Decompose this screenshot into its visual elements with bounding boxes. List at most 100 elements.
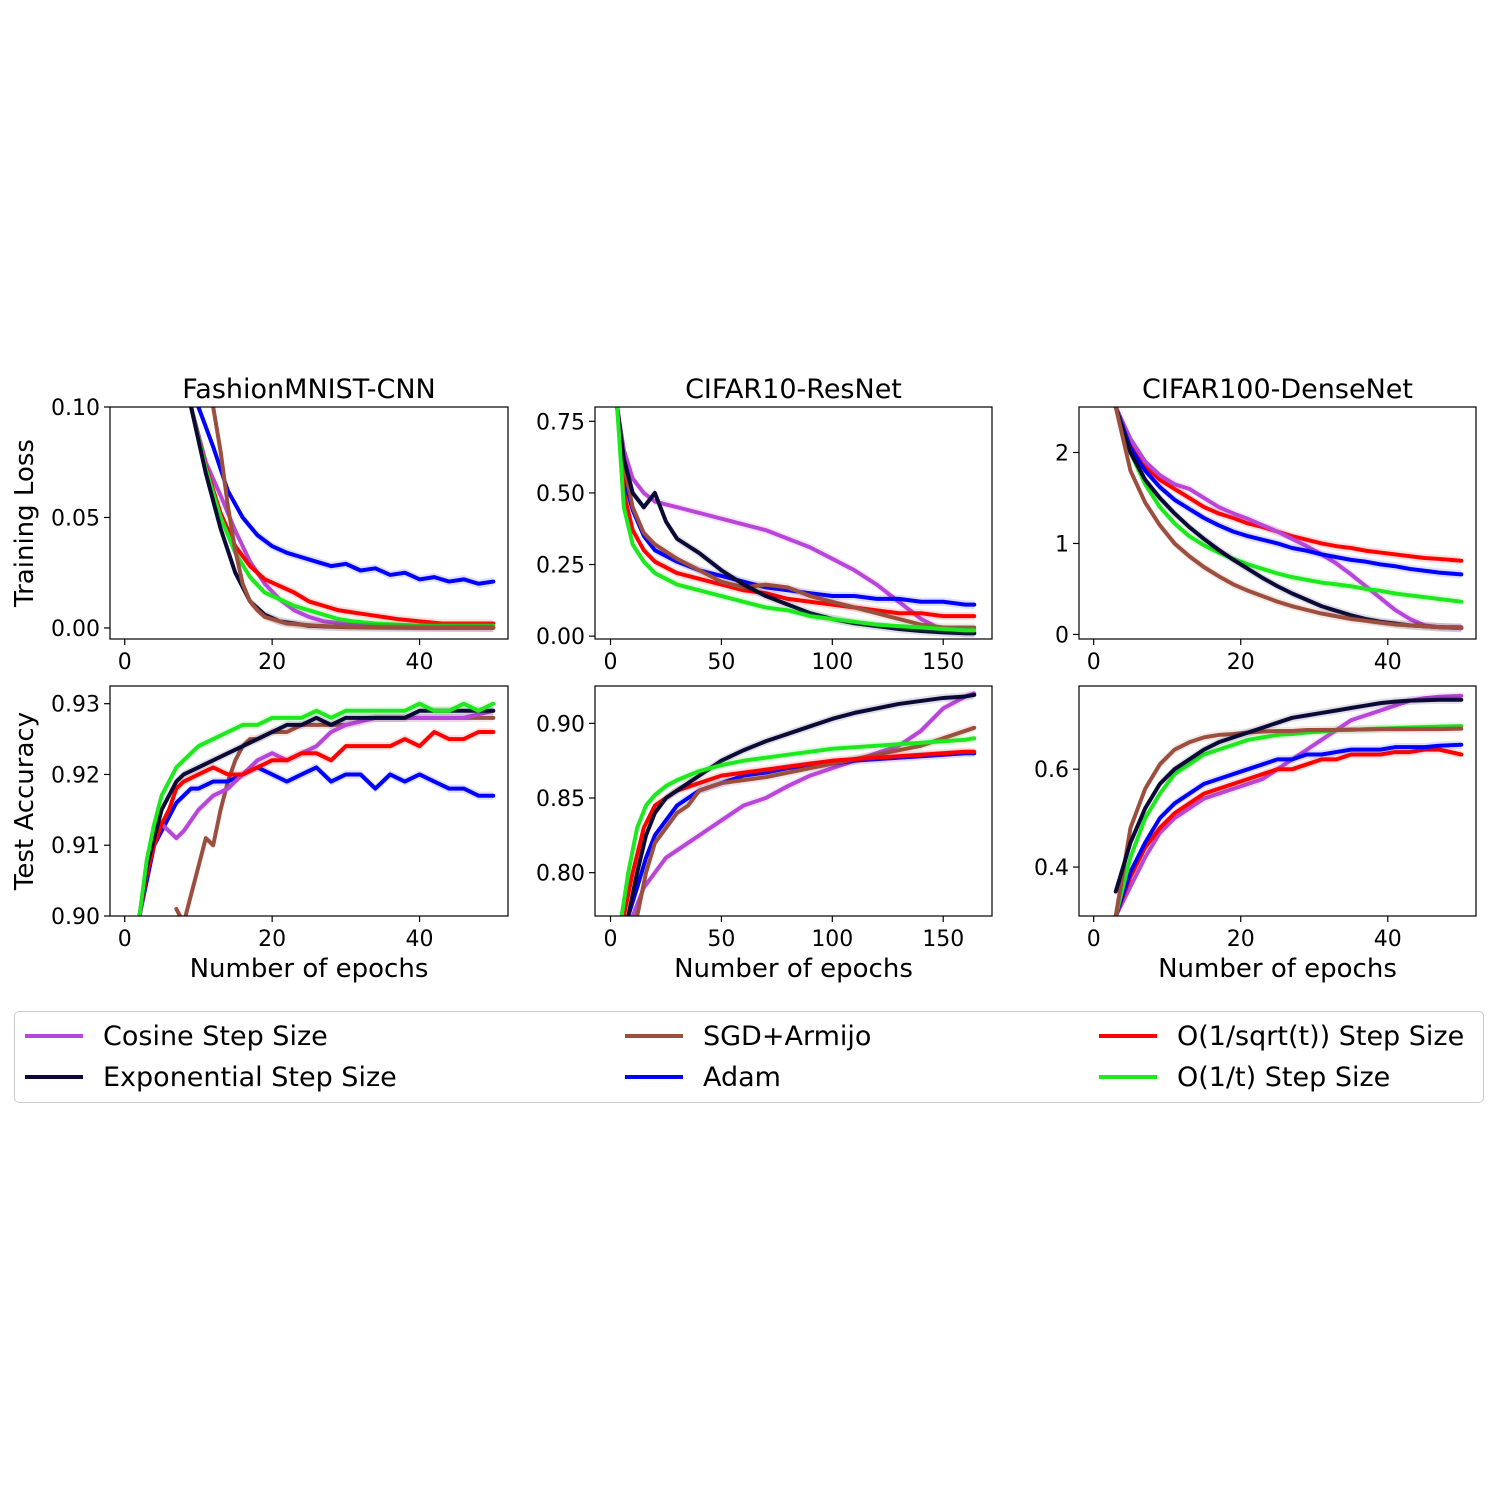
legend-swatch-adam [625,1075,683,1079]
subplot-title: CIFAR10-ResNet [685,374,902,405]
y-tick-label: 0.93 [51,693,100,718]
series-line-expo [137,708,496,916]
x-tick-label: 0 [118,650,132,675]
x-tick-label: 40 [1374,650,1402,675]
x-tick-label: 0 [118,927,132,952]
confidence-band-inv [191,407,494,630]
axes-frame [109,406,509,640]
series-line-expo [626,692,977,916]
series-line-adam [1113,742,1464,916]
x-tick-label: 0 [1087,650,1101,675]
y-tick-label: 0.4 [1034,856,1069,881]
y-tick-label: 0.05 [51,506,100,531]
legend-item-inv: O(1/t) Step Size [1099,1057,1390,1097]
legend-label-cosine: Cosine Step Size [103,1020,328,1052]
plot-area [1113,407,1464,633]
series-line-armijo [174,715,496,916]
series-line-adam [196,407,496,586]
legend-swatch-sqrt [1099,1034,1157,1038]
x-tick-label: 0 [1087,927,1101,952]
confidence-band-sqrt [191,407,494,628]
y-tick-label: 1 [1055,532,1069,557]
x-tick-label: 20 [258,650,286,675]
confidence-band-adam [1115,407,1462,579]
y-tick-label: 0.75 [536,410,585,435]
legend-swatch-exponential [25,1075,83,1079]
legend-item-sqrt: O(1/sqrt(t)) Step Size [1099,1016,1464,1056]
axes-frame [1078,406,1477,640]
y-tick-label: 0.80 [536,862,585,887]
series-line-armijo [635,725,977,916]
y-tick-label: 0.25 [536,554,585,579]
legend-swatch-armijo [625,1034,683,1038]
y-tick-label: 0.90 [536,712,585,737]
subplot-3: 0 20 40 0 1 2 CIFAR100-DenseNet [1055,374,1477,675]
confidence-band-sqrt [1115,745,1462,916]
y-tick-label: 0 [1055,623,1069,648]
series-line-inv [137,701,496,916]
series-line-cosine [1113,407,1464,630]
y-tick-label: 0.92 [51,763,100,788]
legend-item-adam: Adam [625,1057,781,1097]
series-line-cosine [189,407,496,630]
y-tick-label: 0.10 [51,396,100,421]
x-tick-label: 150 [922,927,964,952]
subplot-2: 0 50 100 150 0.00 0.25 0.50 0.75 CIFAR10-ResNet [536,374,993,675]
plot-area [137,699,496,916]
x-tick-label: 0 [604,927,618,952]
confidence-band-cosine [191,407,494,632]
series-line-expo [1113,697,1464,894]
x-axis-label: Number of epochs [190,954,429,984]
subplot-title: CIFAR100-DenseNet [1142,374,1413,405]
x-axis-label: Number of epochs [1158,954,1397,984]
x-tick-label: 0 [604,650,618,675]
x-tick-label: 20 [258,927,286,952]
series-line-inv [189,407,496,628]
confidence-band-expo [1115,407,1462,633]
series-line-inv [619,736,977,916]
series-line-cosine [630,691,977,916]
subplot-1: 0 20 40 0.00 0.05 0.10 FashionMNIST-CNN Trainin… [10,374,509,675]
legend-item-armijo: SGD+Armijo [625,1016,871,1056]
x-tick-label: 40 [406,650,434,675]
series-line-inv [615,407,977,633]
confidence-band-armijo [176,713,494,916]
series-line-armijo [211,407,496,630]
series-line-adam [137,765,496,916]
y-axis-label: Test Accuracy [10,712,40,891]
x-tick-label: 100 [811,927,853,952]
series-line-armijo [615,407,977,630]
series-line-expo [615,407,977,636]
y-tick-label: 2 [1055,441,1069,466]
axes-frame [594,406,993,640]
plot-area [1113,691,1464,916]
legend-label-sqrt: O(1/sqrt(t)) Step Size [1177,1020,1465,1052]
x-tick-label: 100 [811,650,853,675]
x-tick-label: 40 [1374,927,1402,952]
plot-area [615,407,977,638]
legend: Cosine Step Size Exponential Step Size S… [14,1011,1484,1103]
y-tick-label: 0.6 [1034,758,1069,783]
y-tick-label: 0.50 [536,482,585,507]
confidence-band-cosine [139,706,494,916]
legend-label-armijo: SGD+Armijo [703,1020,872,1052]
x-tick-label: 20 [1227,650,1255,675]
confidence-band-armijo [213,407,494,632]
y-tick-label: 0.00 [536,625,585,650]
y-axis-label: Training Loss [10,439,40,608]
series-line-sqrt [1113,747,1464,916]
legend-item-exponential: Exponential Step Size [25,1057,397,1097]
x-tick-label: 50 [707,650,735,675]
y-tick-label: 0.85 [536,787,585,812]
subplot-6: 0 20 40 0.4 0.6 Number of epochs [1034,685,1477,984]
x-axis-label: Number of epochs [674,954,913,984]
x-tick-label: 150 [922,650,964,675]
x-tick-label: 50 [707,927,735,952]
legend-label-exponential: Exponential Step Size [103,1061,397,1093]
axes-frame [594,685,993,917]
subplot-title: FashionMNIST-CNN [182,374,436,405]
series-line-sqrt [189,407,496,626]
plot-area [189,407,496,632]
series-line-sqrt [137,730,496,916]
